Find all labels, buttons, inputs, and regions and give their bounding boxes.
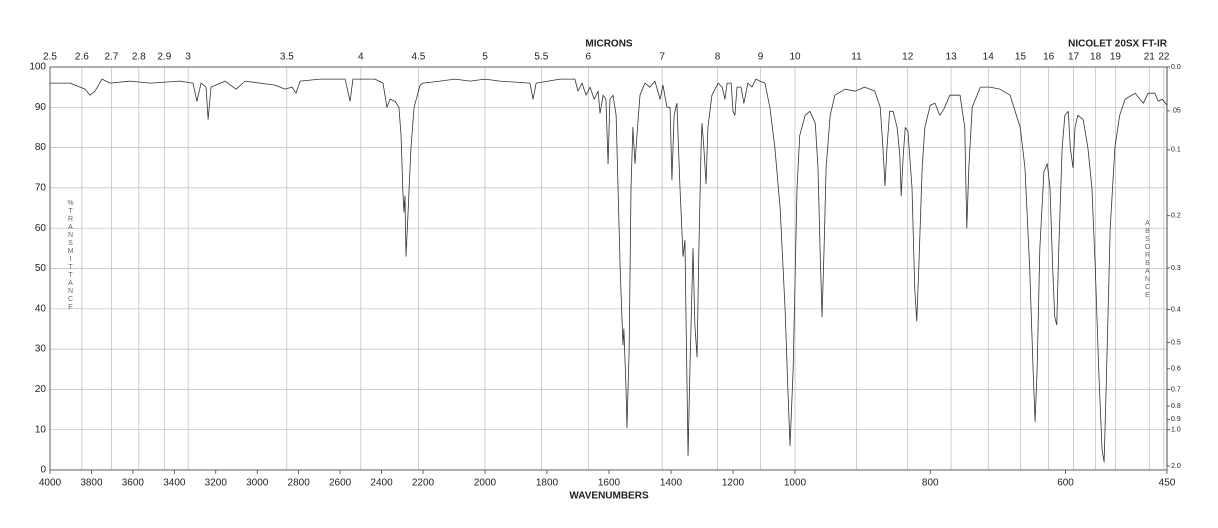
x-tick-label: 3800 bbox=[80, 478, 103, 489]
x2-tick-label: 10 bbox=[789, 52, 801, 63]
x-tick-label: 2800 bbox=[288, 478, 311, 489]
x2-tick-label: 2.5 bbox=[43, 52, 57, 63]
x-tick-label: 2400 bbox=[370, 478, 393, 489]
y-tick-label: 10 bbox=[35, 424, 47, 435]
y2-tick-label: 1.0 bbox=[1171, 427, 1181, 434]
x-tick-label: 800 bbox=[922, 478, 939, 489]
x2-tick-label: 7 bbox=[659, 52, 665, 63]
x-tick-label: 3000 bbox=[246, 478, 269, 489]
x-tick-label: 1000 bbox=[784, 478, 807, 489]
y2-tick-label: 0.6 bbox=[1171, 366, 1181, 373]
x2-tick-label: 11 bbox=[851, 52, 862, 63]
y2-tick-label: 0.1 bbox=[1171, 147, 1181, 154]
x-tick-label: 3600 bbox=[122, 478, 145, 489]
x-tick-label: 450 bbox=[1159, 478, 1176, 489]
x2-tick-label: 13 bbox=[946, 52, 958, 63]
x2-tick-label: 2.6 bbox=[75, 52, 89, 63]
y2-tick-label: .05 bbox=[1171, 108, 1181, 115]
x-tick-label: 1600 bbox=[598, 478, 621, 489]
y2-tick-label: 0.3 bbox=[1171, 265, 1181, 272]
x2-tick-label: 6 bbox=[586, 52, 592, 63]
spectrum-line bbox=[50, 78, 1168, 463]
y2-tick-label: 0.0 bbox=[1171, 64, 1181, 71]
x-tick-label: 3400 bbox=[163, 478, 186, 489]
y-tick-label: 20 bbox=[35, 384, 47, 395]
y-tick-label: 0 bbox=[40, 465, 46, 476]
y-tick-label: 40 bbox=[35, 303, 47, 314]
x-tick-label: 1800 bbox=[536, 478, 559, 489]
y2-tick-label: 0.5 bbox=[1171, 339, 1181, 346]
x2-tick-label: 14 bbox=[983, 52, 995, 63]
y2-tick-label: 0.2 bbox=[1171, 213, 1181, 220]
y2-tick-label: 0.8 bbox=[1171, 403, 1181, 410]
x2-tick-label: 19 bbox=[1110, 52, 1122, 63]
x2-tick-label: 3.5 bbox=[280, 52, 294, 63]
y2-tick-label: 2.0 bbox=[1171, 463, 1181, 470]
x-tick-label: 1200 bbox=[722, 478, 745, 489]
x2-tick-label: 21 bbox=[1144, 52, 1156, 63]
x2-tick-label: 5.5 bbox=[534, 52, 548, 63]
x2-tick-label: 22 bbox=[1158, 52, 1170, 63]
x2-axis-label: MICRONS bbox=[585, 39, 633, 50]
y2-axis-label: ABSORBANCE bbox=[1144, 220, 1151, 300]
x-tick-label: 600 bbox=[1057, 478, 1074, 489]
y-axis-label: %TRANSMITTANCE bbox=[67, 200, 74, 312]
chart-title: NICOLET 20SX FT-IR bbox=[1068, 39, 1168, 50]
x2-tick-label: 8 bbox=[715, 52, 721, 63]
x2-tick-label: 5 bbox=[482, 52, 488, 63]
y-tick-label: 50 bbox=[35, 263, 47, 274]
x-axis-label: WAVENUMBERS bbox=[569, 491, 649, 502]
x2-tick-label: 2.9 bbox=[157, 52, 171, 63]
x2-tick-label: 2.8 bbox=[132, 52, 146, 63]
x-tick-label: 2600 bbox=[329, 478, 352, 489]
y2-tick-label: 0.4 bbox=[1171, 306, 1181, 313]
y-tick-label: 60 bbox=[35, 223, 47, 234]
x2-tick-label: 9 bbox=[758, 52, 764, 63]
x2-tick-label: 4.5 bbox=[411, 52, 425, 63]
x-tick-label: 2000 bbox=[474, 478, 497, 489]
y-tick-label: 100 bbox=[29, 62, 46, 73]
plot-frame bbox=[49, 66, 1168, 471]
y-tick-label: 30 bbox=[35, 344, 47, 355]
x-tick-label: 4000 bbox=[39, 478, 62, 489]
y-tick-label: 80 bbox=[35, 142, 47, 153]
x2-tick-label: 16 bbox=[1043, 52, 1055, 63]
y-tick-label: 90 bbox=[35, 102, 47, 113]
x2-tick-label: 17 bbox=[1068, 52, 1080, 63]
x-tick-label: 1400 bbox=[660, 478, 683, 489]
y2-tick-label: 0.7 bbox=[1171, 386, 1181, 393]
x2-tick-label: 12 bbox=[902, 52, 914, 63]
x2-tick-label: 15 bbox=[1015, 52, 1027, 63]
x2-tick-label: 4 bbox=[358, 52, 364, 63]
x-tick-label: 3200 bbox=[205, 478, 228, 489]
x2-tick-label: 2.7 bbox=[104, 52, 118, 63]
x2-tick-label: 18 bbox=[1090, 52, 1102, 63]
y-tick-label: 70 bbox=[35, 183, 47, 194]
x-tick-label: 2200 bbox=[412, 478, 435, 489]
x2-tick-label: 3 bbox=[185, 52, 191, 63]
y2-tick-label: 0.9 bbox=[1171, 416, 1181, 423]
